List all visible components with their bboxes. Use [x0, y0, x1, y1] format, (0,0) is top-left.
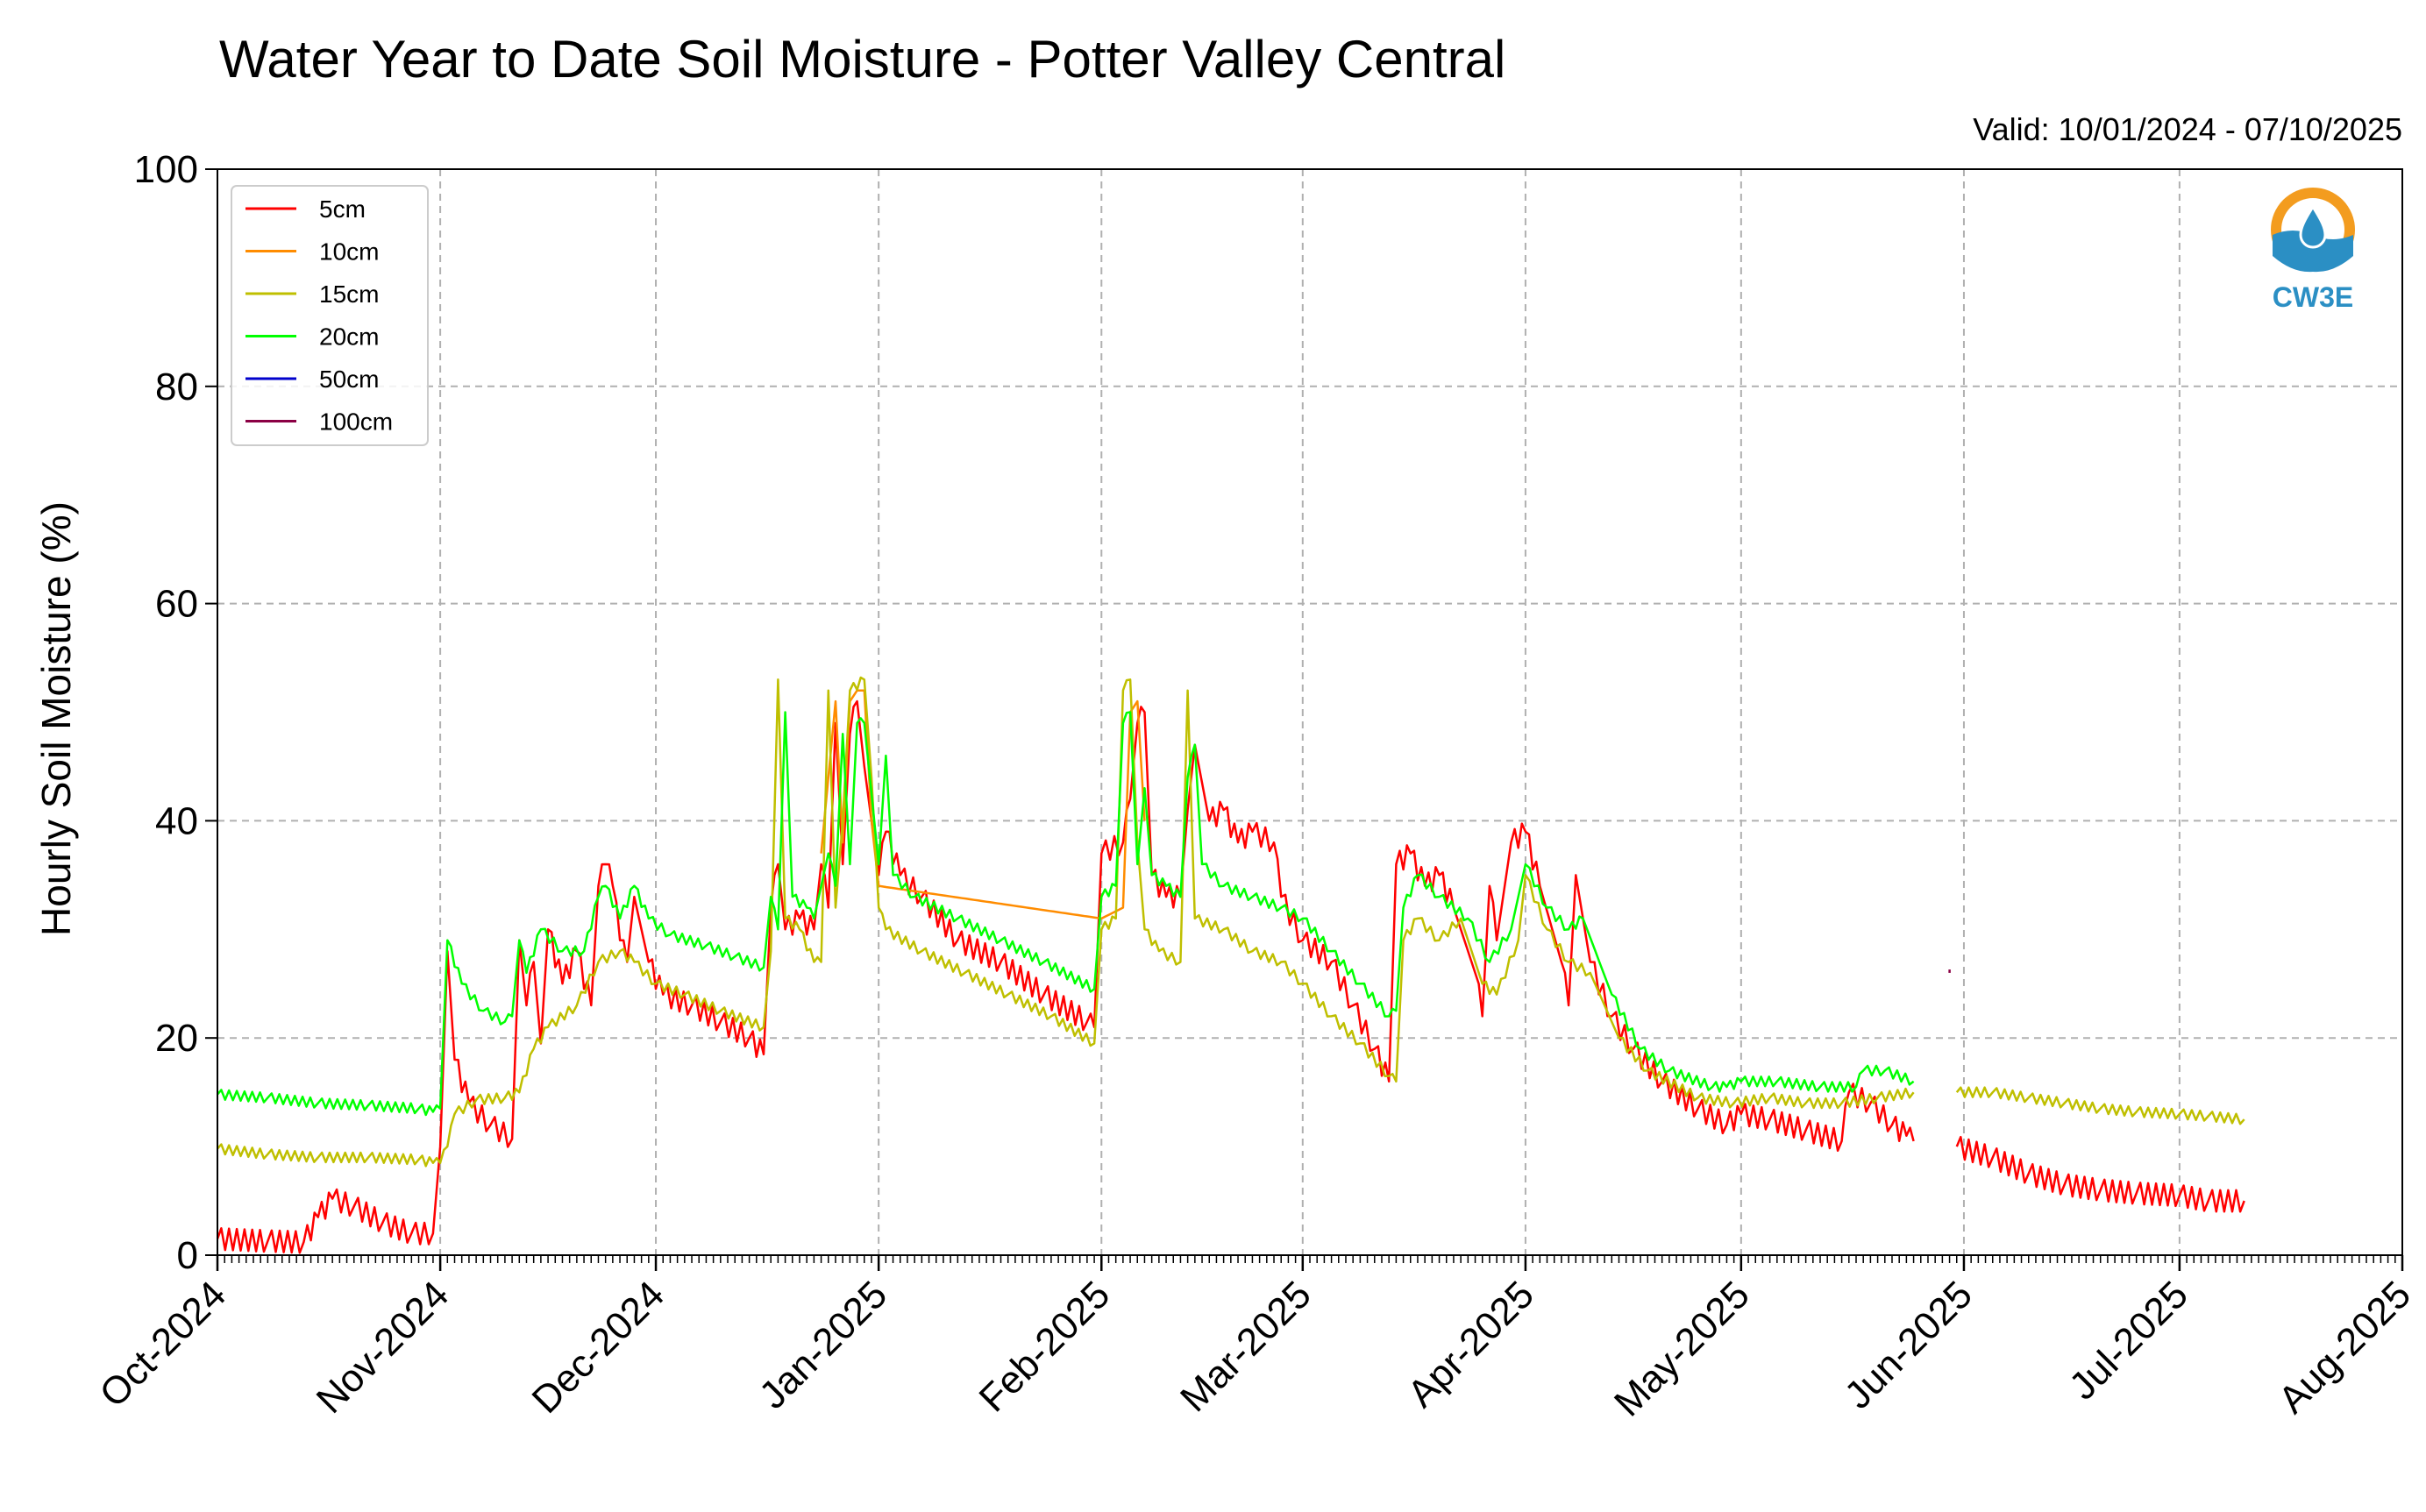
- y-axis: 0 20 40 60 80 100: [134, 148, 217, 1277]
- plot-frame: [217, 168, 2403, 1256]
- series-line-15cm: [217, 676, 1915, 1168]
- x-tick-label: Mar-2025: [1172, 1273, 1320, 1420]
- legend-label-20cm: 20cm: [319, 323, 379, 351]
- legend-box: [231, 185, 429, 446]
- chart-title: Water Year to Date Soil Moisture - Potte…: [219, 30, 1505, 89]
- series-line-5cm: [1955, 1135, 2245, 1213]
- y-tick-label: 20: [155, 1017, 198, 1060]
- x-tick-label: Nov-2024: [309, 1273, 458, 1422]
- x-tick-label: May-2025: [1606, 1273, 1758, 1424]
- series-line-20cm: [217, 711, 1915, 1117]
- series-20cm: [217, 711, 1915, 1117]
- y-tick-label: 80: [155, 366, 198, 408]
- gridlines: [217, 169, 2402, 1255]
- legend-label-10cm: 10cm: [319, 238, 379, 266]
- legend-label-5cm: 5cm: [319, 195, 366, 223]
- logo-drop-icon: [2299, 204, 2327, 249]
- series-line-10cm: [820, 689, 1146, 920]
- series-line-5cm: [216, 699, 1915, 1254]
- x-tick-label: Dec-2024: [524, 1273, 673, 1422]
- legend-label-15cm: 15cm: [319, 280, 379, 308]
- series-5cm: [216, 699, 2245, 1254]
- series-line-15cm: [1955, 1086, 2245, 1125]
- y-tick-label: 40: [155, 799, 198, 842]
- y-tick-label: 60: [155, 583, 198, 626]
- y-tick-label: 0: [177, 1234, 198, 1277]
- logo-wave-icon: [2273, 231, 2353, 273]
- x-tick-label: Aug-2025: [2270, 1273, 2419, 1422]
- legend-label-100cm: 100cm: [319, 408, 393, 436]
- legend: 5cm 10cm 15cm 20cm 50cm 100cm: [231, 185, 429, 446]
- x-tick-label: Feb-2025: [971, 1273, 1119, 1420]
- x-tick-label: Oct-2024: [91, 1273, 234, 1416]
- y-axis-label: Hourly Soil Moisture (%): [33, 501, 79, 936]
- x-tick-label: Apr-2025: [1399, 1273, 1542, 1416]
- x-axis: Oct-2024 Nov-2024 Dec-2024 Jan-2025 Feb-2025…: [91, 1255, 2419, 1424]
- x-tick-label: Jun-2025: [1837, 1273, 1981, 1416]
- x-tick-label: Jul-2025: [2061, 1273, 2196, 1408]
- legend-label-50cm: 50cm: [319, 366, 379, 393]
- y-tick-label: 100: [134, 148, 198, 191]
- series-15cm: [217, 676, 2245, 1168]
- x-tick-label: Jan-2025: [751, 1273, 895, 1416]
- cw3e-logo: CW3E: [2271, 188, 2355, 313]
- series-lines: [216, 676, 2245, 1254]
- chart-subtitle: Valid: 10/01/2024 - 07/10/2025: [1973, 111, 2402, 147]
- series-10cm: [820, 689, 1146, 920]
- logo-text: CW3E: [2273, 281, 2353, 313]
